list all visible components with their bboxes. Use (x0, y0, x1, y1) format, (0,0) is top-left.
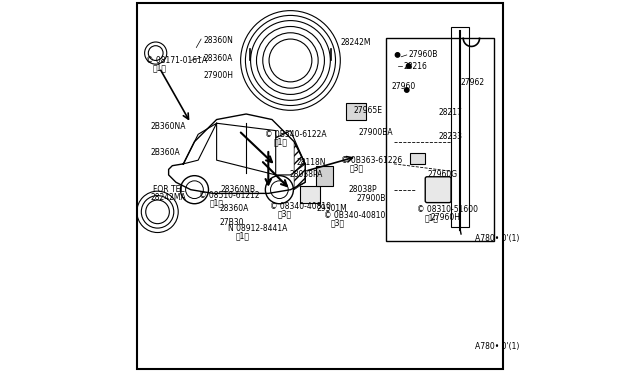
Text: 28360A: 28360A (204, 54, 233, 63)
Text: © 08340-40810: © 08340-40810 (270, 202, 331, 211)
Text: 27960B: 27960B (408, 51, 438, 60)
Text: 27900H: 27900H (204, 71, 234, 80)
Text: 2B360A: 2B360A (150, 148, 180, 157)
Text: © 08171-0161A: © 08171-0161A (147, 56, 207, 65)
Text: （1）: （1） (274, 137, 288, 146)
Text: 27B30: 27B30 (220, 218, 244, 227)
Bar (346, 103, 366, 119)
Text: 28242M: 28242M (340, 38, 371, 46)
Text: （1）: （1） (236, 231, 250, 240)
Circle shape (404, 88, 409, 92)
Bar (387, 38, 493, 241)
Text: （1）: （1） (424, 213, 438, 222)
Text: （3）: （3） (349, 163, 364, 172)
Text: （1）: （1） (153, 63, 167, 72)
Text: 28360NB: 28360NB (220, 185, 255, 194)
Text: 27960H: 27960H (431, 213, 461, 222)
Text: A780• 0'(1): A780• 0'(1) (475, 342, 520, 351)
Text: N 08912-8441A: N 08912-8441A (228, 224, 287, 233)
Bar (451, 27, 468, 227)
Text: 27960G: 27960G (427, 170, 457, 179)
Text: 28038PA: 28038PA (290, 170, 323, 179)
Text: 28216: 28216 (403, 61, 427, 71)
Circle shape (406, 64, 411, 68)
Text: 29301M: 29301M (316, 203, 347, 213)
Text: FOR TEL: FOR TEL (153, 185, 185, 194)
Bar (316, 166, 333, 186)
Text: 28360N: 28360N (204, 36, 234, 45)
Text: 28118N: 28118N (296, 157, 326, 167)
Text: 2B360NA: 2B360NA (150, 122, 186, 131)
Text: （1）: （1） (209, 198, 223, 207)
Text: （3）: （3） (331, 218, 345, 227)
Text: 28360A: 28360A (220, 203, 249, 213)
Text: © 08510-61212: © 08510-61212 (199, 191, 260, 200)
Text: © 08310-51600: © 08310-51600 (417, 205, 477, 215)
Text: © 0B363-61226: © 0B363-61226 (341, 155, 403, 165)
Text: 27900BA: 27900BA (359, 128, 394, 137)
Text: 28038P: 28038P (349, 185, 378, 194)
Text: 27962: 27962 (460, 78, 484, 87)
FancyBboxPatch shape (425, 177, 451, 203)
Text: 27960: 27960 (392, 82, 416, 91)
Bar (300, 186, 320, 203)
Bar (410, 153, 425, 164)
Text: 28233: 28233 (438, 132, 462, 141)
Text: © 0B340-40810: © 0B340-40810 (324, 211, 385, 220)
Text: 27965E: 27965E (353, 106, 382, 115)
Text: 28217: 28217 (438, 108, 462, 117)
Circle shape (396, 53, 400, 57)
Text: 27900B: 27900B (357, 194, 387, 203)
Text: A780• 0'(1): A780• 0'(1) (475, 234, 520, 243)
Text: 28242MA: 28242MA (150, 193, 186, 202)
Text: © 0B540-6122A: © 0B540-6122A (264, 130, 326, 139)
Text: （3）: （3） (278, 209, 292, 218)
